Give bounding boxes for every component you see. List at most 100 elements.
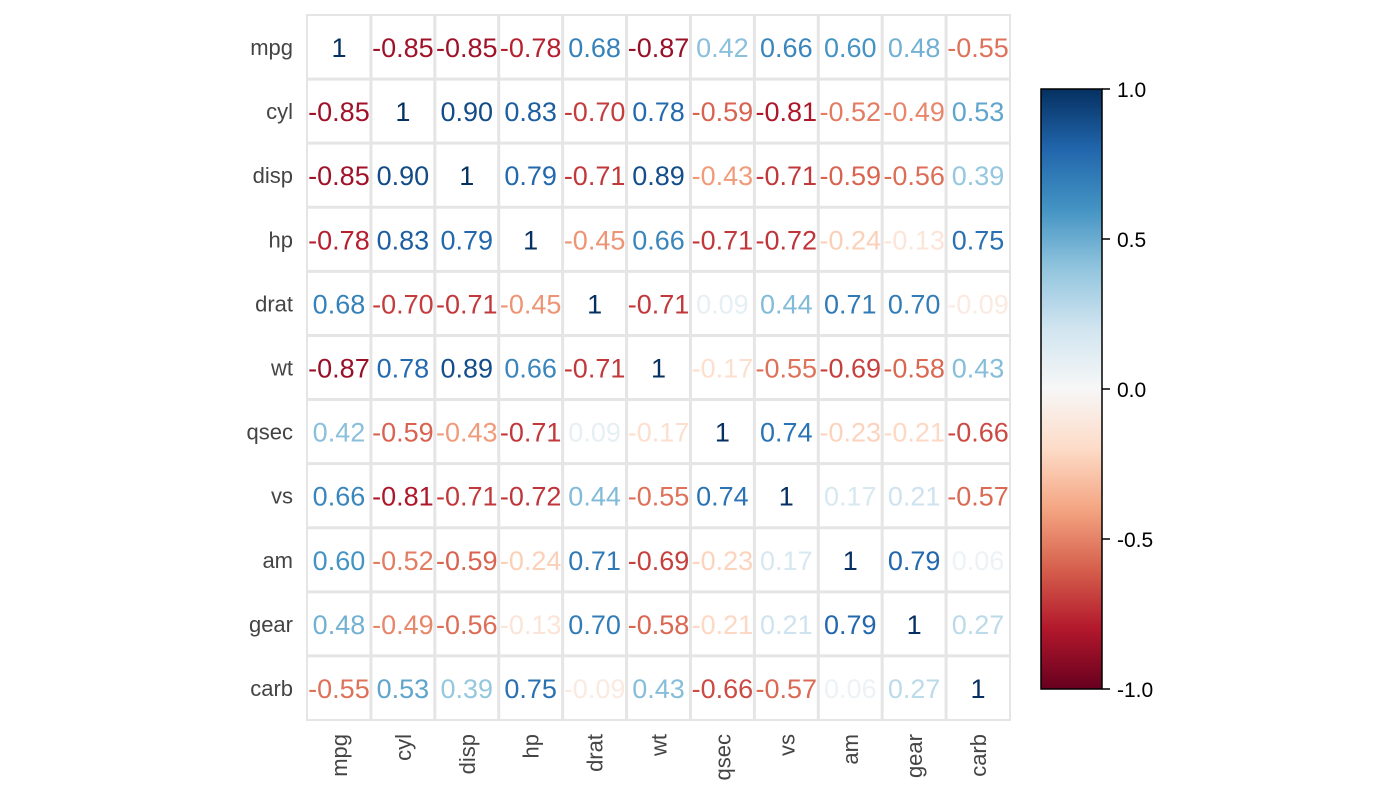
cell-value-vs-vs: 1 <box>779 482 794 512</box>
cell-value-am-vs: 0.17 <box>760 546 813 576</box>
colorbar-tick-label: 0.5 <box>1117 229 1146 252</box>
cell-value-am-drat: 0.71 <box>568 546 621 576</box>
cell-value-hp-wt: 0.66 <box>632 225 685 255</box>
cell-value-carb-wt: 0.43 <box>632 674 685 704</box>
row-label-gear: gear <box>249 612 293 637</box>
cell-value-drat-drat: 1 <box>587 289 602 319</box>
cell-value-carb-cyl: 0.53 <box>377 674 430 704</box>
cell-value-am-cyl: -0.52 <box>372 546 434 576</box>
cell-value-gear-gear: 1 <box>907 610 922 640</box>
cell-value-qsec-gear: -0.21 <box>883 418 945 448</box>
cell-value-carb-qsec: -0.66 <box>692 674 754 704</box>
row-label-wt: wt <box>270 356 293 381</box>
cell-value-disp-mpg: -0.85 <box>308 161 370 191</box>
cell-value-hp-qsec: -0.71 <box>692 225 754 255</box>
cell-value-wt-wt: 1 <box>651 354 666 384</box>
cell-value-drat-wt: -0.71 <box>628 289 690 319</box>
cell-value-drat-hp: -0.45 <box>500 289 562 319</box>
cell-value-carb-mpg: -0.55 <box>308 674 370 704</box>
cell-value-gear-wt: -0.58 <box>628 610 690 640</box>
row-label-mpg: mpg <box>250 35 293 60</box>
cell-value-qsec-am: -0.23 <box>819 418 881 448</box>
cell-value-gear-vs: 0.21 <box>760 610 813 640</box>
cell-value-mpg-gear: 0.48 <box>888 33 941 63</box>
column-label-disp: disp <box>455 734 480 774</box>
cell-value-vs-qsec: 0.74 <box>696 482 749 512</box>
cell-value-mpg-hp: -0.78 <box>500 33 562 63</box>
heatmap-cells: 1 -0.85 -0.85 -0.78 0.68 -0.87 0.42 0.66 0.60 0.4… <box>308 33 1009 704</box>
cell-value-disp-vs: -0.71 <box>756 161 818 191</box>
colorbar-gradient <box>1040 88 1103 690</box>
cell-value-disp-cyl: 0.90 <box>377 161 430 191</box>
cell-value-cyl-drat: -0.70 <box>564 97 626 127</box>
row-labels: mpg cyl disp hp drat wt qsec vs am gear carb <box>247 35 293 701</box>
cell-value-wt-carb: 0.43 <box>952 354 1005 384</box>
cell-value-mpg-cyl: -0.85 <box>372 33 434 63</box>
cell-value-carb-am: 0.06 <box>824 674 877 704</box>
column-label-hp: hp <box>519 734 544 758</box>
cell-value-mpg-disp: -0.85 <box>436 33 498 63</box>
cell-value-am-hp: -0.24 <box>500 546 562 576</box>
column-label-vs: vs <box>774 734 799 756</box>
column-label-carb: carb <box>966 734 991 777</box>
colorbar-tick-label: -1.0 <box>1117 679 1153 702</box>
cell-value-cyl-am: -0.52 <box>819 97 881 127</box>
cell-value-gear-carb: 0.27 <box>952 610 1005 640</box>
cell-value-cyl-gear: -0.49 <box>883 97 945 127</box>
cell-value-drat-vs: 0.44 <box>760 289 813 319</box>
cell-value-hp-hp: 1 <box>523 225 538 255</box>
cell-value-hp-mpg: -0.78 <box>308 225 370 255</box>
row-label-hp: hp <box>269 227 293 252</box>
cell-value-vs-carb: -0.57 <box>947 482 1009 512</box>
colorbar-tick-label: 0.0 <box>1117 379 1146 402</box>
heatmap-grid <box>306 14 1011 721</box>
cell-value-qsec-hp: -0.71 <box>500 418 562 448</box>
cell-value-carb-gear: 0.27 <box>888 674 941 704</box>
cell-value-vs-mpg: 0.66 <box>313 482 366 512</box>
cell-value-disp-gear: -0.56 <box>883 161 945 191</box>
row-label-carb: carb <box>250 676 293 701</box>
cell-value-wt-gear: -0.58 <box>883 354 945 384</box>
cell-value-disp-disp: 1 <box>459 161 474 191</box>
cell-value-drat-carb: -0.09 <box>947 289 1009 319</box>
column-labels: mpg cyl disp hp drat wt qsec vs am gear carb <box>327 734 991 780</box>
cell-value-qsec-wt: -0.17 <box>628 418 690 448</box>
cell-value-vs-cyl: -0.81 <box>372 482 434 512</box>
cell-value-drat-mpg: 0.68 <box>313 289 366 319</box>
cell-value-mpg-drat: 0.68 <box>568 33 621 63</box>
cell-value-qsec-cyl: -0.59 <box>372 418 434 448</box>
cell-value-carb-vs: -0.57 <box>756 674 818 704</box>
cell-value-gear-disp: -0.56 <box>436 610 498 640</box>
cell-value-carb-hp: 0.75 <box>504 674 557 704</box>
cell-value-drat-disp: -0.71 <box>436 289 498 319</box>
cell-value-carb-drat: -0.09 <box>564 674 626 704</box>
cell-value-qsec-vs: 0.74 <box>760 418 813 448</box>
cell-value-am-qsec: -0.23 <box>692 546 754 576</box>
cell-value-wt-mpg: -0.87 <box>308 354 370 384</box>
cell-value-vs-drat: 0.44 <box>568 482 621 512</box>
cell-value-drat-qsec: 0.09 <box>696 289 749 319</box>
cell-value-gear-qsec: -0.21 <box>692 610 754 640</box>
cell-value-cyl-hp: 0.83 <box>504 97 557 127</box>
cell-value-cyl-carb: 0.53 <box>952 97 1005 127</box>
colorbar-tick-label: 1.0 <box>1117 79 1146 102</box>
colorbar-tick-label: -0.5 <box>1117 529 1153 552</box>
cell-value-mpg-wt: -0.87 <box>628 33 690 63</box>
column-label-gear: gear <box>902 734 927 778</box>
cell-value-wt-vs: -0.55 <box>756 354 818 384</box>
cell-value-am-am: 1 <box>843 546 858 576</box>
cell-value-vs-gear: 0.21 <box>888 482 941 512</box>
cell-value-mpg-am: 0.60 <box>824 33 877 63</box>
cell-value-cyl-qsec: -0.59 <box>692 97 754 127</box>
column-label-qsec: qsec <box>710 734 735 780</box>
cell-value-qsec-qsec: 1 <box>715 418 730 448</box>
cell-value-cyl-wt: 0.78 <box>632 97 685 127</box>
cell-value-am-mpg: 0.60 <box>313 546 366 576</box>
cell-value-wt-drat: -0.71 <box>564 354 626 384</box>
cell-value-cyl-cyl: 1 <box>395 97 410 127</box>
cell-value-vs-disp: -0.71 <box>436 482 498 512</box>
cell-value-disp-wt: 0.89 <box>632 161 685 191</box>
cell-value-mpg-mpg: 1 <box>331 33 346 63</box>
column-label-mpg: mpg <box>327 734 352 777</box>
cell-value-wt-disp: 0.89 <box>440 354 493 384</box>
